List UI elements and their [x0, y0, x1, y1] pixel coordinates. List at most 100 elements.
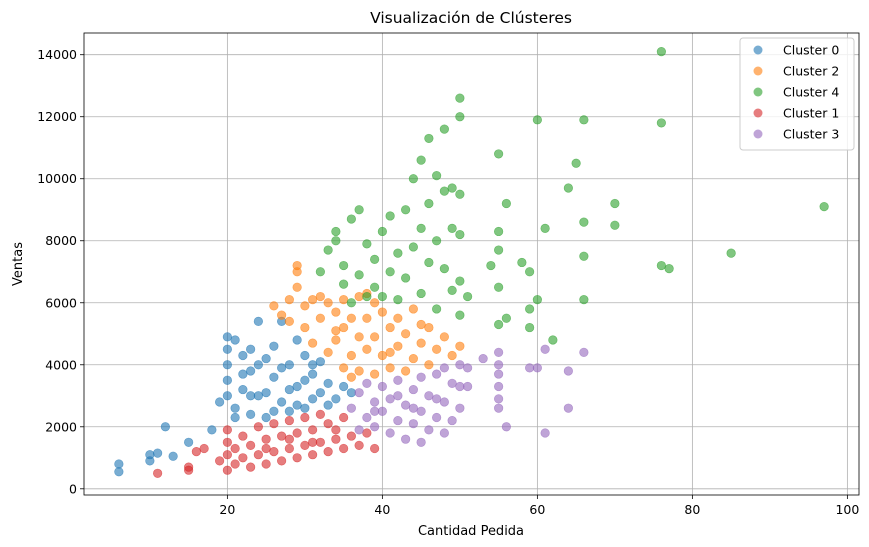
data-point	[308, 394, 318, 404]
data-point	[222, 391, 232, 401]
data-point	[292, 335, 302, 345]
data-point	[346, 350, 356, 361]
data-point	[532, 115, 542, 125]
data-point	[540, 223, 550, 233]
data-point	[222, 360, 232, 370]
data-point	[222, 425, 232, 435]
data-point	[408, 384, 418, 395]
data-point	[517, 257, 527, 268]
data-point	[494, 226, 504, 237]
data-point	[238, 453, 248, 463]
data-point	[269, 372, 279, 382]
data-point	[416, 437, 426, 447]
data-point	[261, 459, 271, 469]
data-point	[246, 409, 256, 419]
data-point	[261, 443, 271, 454]
data-point	[455, 310, 465, 320]
data-point	[494, 319, 504, 330]
data-points	[114, 47, 829, 478]
data-point	[277, 310, 287, 320]
data-point	[370, 298, 380, 308]
data-point	[246, 440, 256, 450]
data-point	[439, 428, 449, 438]
data-point	[656, 47, 666, 57]
data-point	[370, 406, 380, 416]
data-point	[354, 440, 364, 450]
data-point	[354, 270, 364, 280]
data-point	[455, 229, 465, 240]
data-point	[331, 434, 341, 444]
data-point	[222, 465, 232, 475]
data-point	[447, 285, 457, 295]
data-point	[494, 403, 504, 413]
data-point	[532, 295, 542, 305]
data-point	[385, 394, 395, 404]
data-point	[153, 468, 163, 478]
data-point	[308, 360, 318, 370]
x-tick-label: 100	[835, 502, 859, 517]
data-point	[501, 313, 511, 323]
data-point	[284, 406, 294, 416]
y-tick-label: 10000	[37, 171, 77, 186]
data-point	[525, 304, 535, 314]
data-point	[401, 434, 411, 444]
series-cluster-1	[153, 409, 380, 478]
y-axis-label: Ventas	[11, 242, 26, 286]
data-point	[501, 198, 511, 209]
data-point	[230, 443, 240, 454]
data-point	[393, 375, 403, 385]
data-point	[238, 369, 248, 379]
data-point	[331, 326, 341, 336]
data-point	[385, 322, 395, 333]
data-point	[331, 335, 341, 345]
data-point	[385, 211, 395, 221]
data-point	[246, 366, 256, 376]
data-point	[494, 245, 504, 255]
data-point	[432, 394, 442, 404]
data-point	[432, 236, 442, 246]
data-point	[346, 403, 356, 413]
legend-label-cluster-3: Cluster 3	[783, 127, 839, 142]
data-point	[362, 291, 372, 302]
data-point	[339, 260, 349, 271]
data-point	[230, 412, 240, 423]
data-point	[300, 440, 310, 450]
data-point	[308, 369, 318, 379]
data-point	[494, 394, 504, 404]
legend-label-cluster-1: Cluster 1	[783, 106, 839, 121]
data-point	[494, 149, 504, 159]
data-point	[114, 467, 124, 477]
data-point	[563, 366, 573, 376]
legend-marker-cluster-2	[753, 66, 763, 76]
x-tick-label: 80	[684, 502, 700, 517]
data-point	[292, 428, 302, 438]
data-point	[424, 198, 434, 209]
data-point	[362, 239, 372, 249]
data-point	[284, 443, 294, 454]
data-point	[416, 338, 426, 348]
legend-box	[739, 37, 855, 151]
data-point	[308, 450, 318, 460]
data-point	[253, 360, 263, 370]
data-point	[432, 171, 442, 181]
data-point	[346, 298, 356, 308]
data-point	[168, 451, 178, 461]
data-point	[408, 242, 418, 252]
data-point	[253, 450, 263, 460]
y-tick-label: 8000	[45, 233, 77, 248]
y-tick-label: 4000	[45, 357, 77, 372]
data-point	[277, 363, 287, 373]
data-point	[416, 223, 426, 233]
data-point	[416, 406, 426, 416]
data-point	[439, 264, 449, 274]
data-point	[447, 183, 457, 193]
data-point	[393, 415, 403, 426]
data-point	[494, 360, 504, 370]
data-point	[315, 291, 325, 302]
data-point	[393, 341, 403, 351]
data-point	[253, 316, 263, 326]
data-point	[370, 443, 380, 454]
data-point	[331, 307, 341, 317]
data-point	[308, 338, 318, 348]
data-point	[408, 419, 418, 429]
